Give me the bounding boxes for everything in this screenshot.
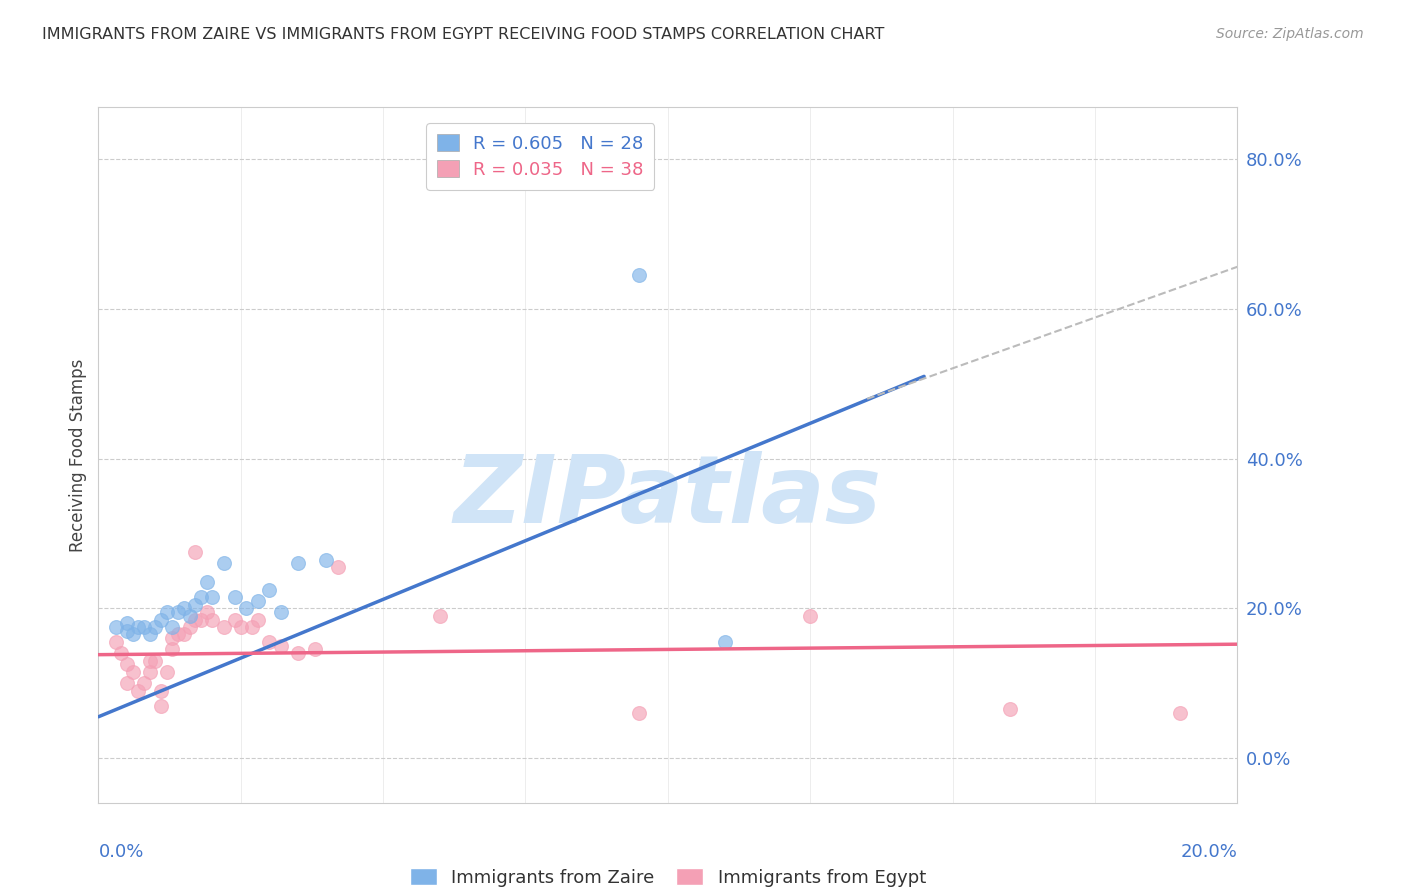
Point <box>150 698 173 713</box>
Text: IMMIGRANTS FROM ZAIRE VS IMMIGRANTS FROM EGYPT RECEIVING FOOD STAMPS CORRELATION: IMMIGRANTS FROM ZAIRE VS IMMIGRANTS FROM… <box>42 27 884 42</box>
Point <box>224 590 246 604</box>
Point <box>184 598 207 612</box>
Point <box>121 627 143 641</box>
Point <box>628 706 651 720</box>
Point <box>138 627 160 641</box>
Point <box>132 676 155 690</box>
Point <box>179 608 201 623</box>
Point <box>201 613 224 627</box>
Point <box>167 627 190 641</box>
Point <box>270 639 292 653</box>
Point <box>121 665 143 679</box>
Point <box>259 582 281 597</box>
Point <box>190 613 212 627</box>
Point <box>173 601 195 615</box>
Point <box>115 676 138 690</box>
Point <box>287 557 309 571</box>
Point <box>287 646 309 660</box>
Point <box>270 605 292 619</box>
Point <box>315 552 337 566</box>
Text: 20.0%: 20.0% <box>1181 843 1237 861</box>
Point <box>127 620 149 634</box>
Point <box>150 613 173 627</box>
Point <box>162 642 184 657</box>
Point <box>224 613 246 627</box>
Point <box>229 620 252 634</box>
Point <box>184 545 207 559</box>
Point <box>998 702 1021 716</box>
Y-axis label: Receiving Food Stamps: Receiving Food Stamps <box>69 359 87 551</box>
Point <box>162 620 184 634</box>
Point <box>179 620 201 634</box>
Point <box>235 601 257 615</box>
Point <box>246 594 269 608</box>
Point <box>212 620 235 634</box>
Point <box>138 665 160 679</box>
Point <box>115 657 138 672</box>
Point <box>304 642 326 657</box>
Point <box>162 631 184 645</box>
Point <box>115 616 138 631</box>
Legend: Immigrants from Zaire, Immigrants from Egypt: Immigrants from Zaire, Immigrants from E… <box>402 861 934 892</box>
Point <box>628 268 651 283</box>
Point <box>156 605 179 619</box>
Point <box>195 575 218 590</box>
Text: 0.0%: 0.0% <box>98 843 143 861</box>
Text: Source: ZipAtlas.com: Source: ZipAtlas.com <box>1216 27 1364 41</box>
Point <box>212 557 235 571</box>
Point <box>190 590 212 604</box>
Point <box>799 608 821 623</box>
Point <box>429 608 451 623</box>
Text: ZIPatlas: ZIPatlas <box>454 450 882 542</box>
Point <box>115 624 138 638</box>
Point <box>167 605 190 619</box>
Point <box>326 560 349 574</box>
Point <box>195 605 218 619</box>
Point <box>240 620 263 634</box>
Point <box>145 654 167 668</box>
Point <box>259 635 281 649</box>
Point <box>138 654 160 668</box>
Point <box>184 613 207 627</box>
Point <box>156 665 179 679</box>
Point <box>127 683 149 698</box>
Point <box>145 620 167 634</box>
Point <box>1170 706 1192 720</box>
Point <box>246 613 269 627</box>
Point <box>201 590 224 604</box>
Point <box>150 683 173 698</box>
Point <box>104 635 127 649</box>
Point <box>110 646 132 660</box>
Point <box>104 620 127 634</box>
Point <box>132 620 155 634</box>
Point <box>173 627 195 641</box>
Point <box>714 635 737 649</box>
